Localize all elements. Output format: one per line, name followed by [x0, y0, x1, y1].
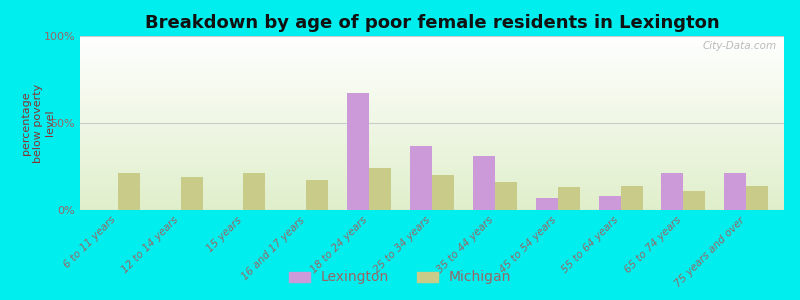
Bar [683, 191, 706, 210]
Bar [536, 198, 558, 210]
Bar [432, 175, 454, 210]
Bar [369, 168, 391, 210]
Bar [473, 156, 495, 210]
Y-axis label: percentage
below poverty
level: percentage below poverty level [22, 83, 54, 163]
Bar [598, 196, 621, 210]
Bar [621, 186, 642, 210]
Bar [347, 93, 369, 210]
Bar [746, 186, 768, 210]
Legend: Lexington, Michigan: Lexington, Michigan [283, 265, 517, 290]
Bar [558, 188, 580, 210]
Text: City-Data.com: City-Data.com [703, 41, 777, 51]
Bar [306, 180, 328, 210]
Title: Breakdown by age of poor female residents in Lexington: Breakdown by age of poor female resident… [145, 14, 719, 32]
Bar [118, 173, 140, 210]
Bar [181, 177, 202, 210]
Bar [495, 182, 517, 210]
Bar [662, 173, 683, 210]
Bar [243, 173, 266, 210]
Bar [724, 173, 746, 210]
Bar [410, 146, 432, 210]
